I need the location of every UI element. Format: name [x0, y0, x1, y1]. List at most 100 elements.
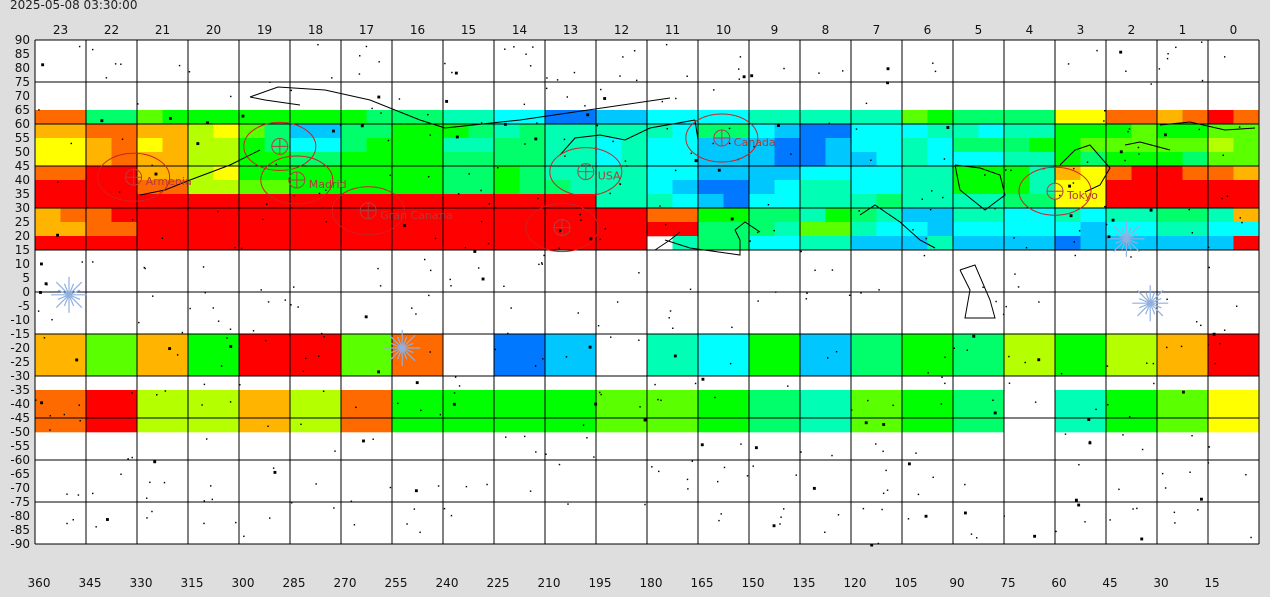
star [848, 294, 851, 297]
star [559, 229, 562, 233]
star [120, 63, 122, 65]
dec-tick-label: -30 [10, 369, 30, 383]
heat-cell [86, 124, 112, 139]
star [658, 470, 660, 473]
heat-cell [698, 138, 724, 153]
heat-cell [315, 124, 342, 139]
sparkle-icon [1126, 233, 1138, 240]
star [196, 142, 200, 146]
heat-cell [723, 208, 750, 223]
star [364, 315, 368, 319]
heat-cell [392, 166, 418, 181]
star [824, 531, 826, 534]
heat-cell [647, 110, 673, 125]
heat-cell [341, 124, 367, 139]
heat-cell [876, 110, 903, 125]
heat-cell [749, 362, 801, 377]
star [738, 68, 740, 70]
star [497, 167, 499, 169]
star [1067, 63, 1070, 65]
heat-cell [213, 236, 240, 251]
dec-tick-label: -70 [10, 481, 30, 495]
star [600, 393, 602, 396]
heat-cell [443, 166, 469, 181]
star [686, 478, 689, 481]
star [131, 392, 133, 394]
heat-cell [137, 334, 189, 363]
heat-cell [570, 208, 597, 223]
heat-cell [698, 362, 750, 377]
sparkle-icon [397, 347, 403, 360]
sparkle-icon [1121, 227, 1127, 240]
star [1017, 286, 1020, 288]
heat-cell [927, 138, 954, 153]
star [290, 501, 293, 504]
star [429, 269, 432, 272]
star [178, 64, 181, 67]
heat-cell [417, 236, 444, 251]
heat-cell [570, 180, 597, 195]
heat-cell [213, 208, 240, 223]
heat-cell [698, 110, 724, 125]
star [1166, 57, 1169, 60]
star [317, 43, 319, 46]
heat-cell [111, 194, 138, 209]
star [619, 75, 621, 77]
heat-cell [774, 180, 801, 195]
heat-cell [953, 334, 1005, 363]
heat-cell [545, 334, 597, 363]
star [1078, 463, 1080, 466]
star [800, 451, 802, 453]
star [252, 330, 255, 332]
sparkle-icon [1149, 302, 1164, 317]
star [272, 467, 275, 469]
heat-cell [1233, 180, 1260, 195]
star [243, 535, 245, 538]
star [1119, 150, 1123, 154]
heat-cell [417, 194, 444, 209]
star [567, 503, 569, 505]
star [380, 112, 382, 114]
heat-cell [468, 208, 495, 223]
star [226, 337, 228, 339]
heat-cell [239, 362, 291, 377]
star [543, 254, 545, 257]
star [358, 73, 361, 75]
star [566, 96, 569, 98]
star [1107, 235, 1111, 239]
star [1164, 487, 1167, 489]
heat-cell [621, 124, 648, 139]
heat-cell [749, 418, 801, 433]
star [189, 307, 191, 310]
heat-cell [621, 110, 648, 125]
heat-cell [341, 236, 367, 251]
sparkle-icon [55, 294, 70, 308]
heat-cell [825, 236, 852, 251]
star [458, 385, 461, 387]
heat-cell [902, 222, 928, 237]
heat-cell [1004, 180, 1030, 195]
star [297, 306, 299, 308]
heat-cell [800, 390, 852, 419]
heat-cell [902, 166, 928, 181]
star [694, 159, 698, 163]
star [1208, 266, 1211, 269]
star [168, 347, 172, 351]
star [542, 358, 544, 360]
star [1167, 53, 1169, 55]
star [1004, 169, 1007, 171]
heat-cell [1055, 166, 1081, 181]
heat-cell [315, 138, 342, 153]
heat-cell [545, 222, 571, 237]
star [427, 175, 430, 178]
star [1223, 329, 1226, 331]
heat-cell [111, 208, 138, 223]
star [229, 345, 233, 348]
star [1005, 305, 1007, 308]
star [773, 229, 775, 232]
star [746, 475, 749, 477]
star [907, 462, 911, 466]
star [49, 415, 51, 417]
heat-cell [647, 194, 673, 209]
star [302, 370, 305, 372]
